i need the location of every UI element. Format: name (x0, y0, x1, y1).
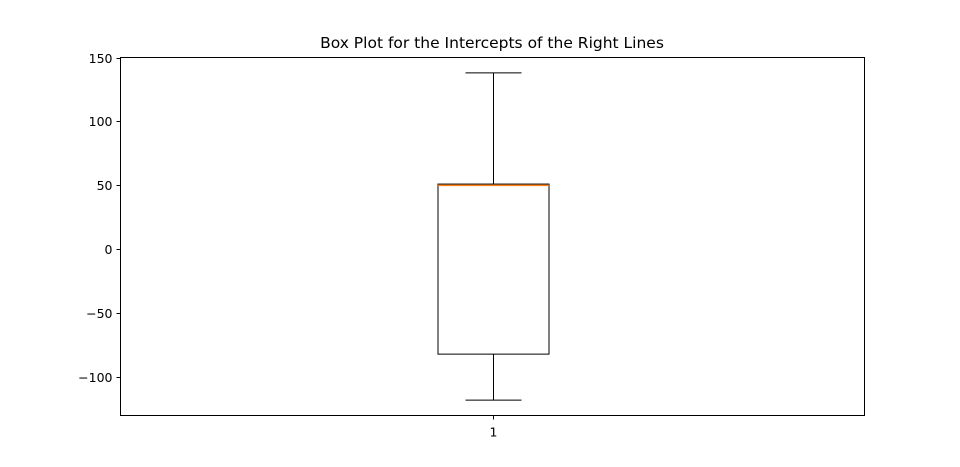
y-tick-label: −50 (86, 306, 112, 321)
chart-title: Box Plot for the Intercepts of the Right… (320, 34, 664, 52)
x-tick-label: 1 (490, 425, 498, 440)
x-axis: 1 (490, 415, 498, 440)
y-tick-label: −100 (78, 370, 112, 385)
plot-frame (120, 57, 865, 416)
box-series (437, 72, 550, 401)
y-tick-label: 0 (105, 242, 113, 257)
y-tick-label: 50 (97, 178, 113, 193)
y-tick-label: 100 (89, 114, 113, 129)
y-axis: 150 100 50 0 −50 −100 (78, 51, 121, 385)
y-tick-label: 150 (89, 51, 113, 66)
box-iqr (437, 183, 550, 355)
